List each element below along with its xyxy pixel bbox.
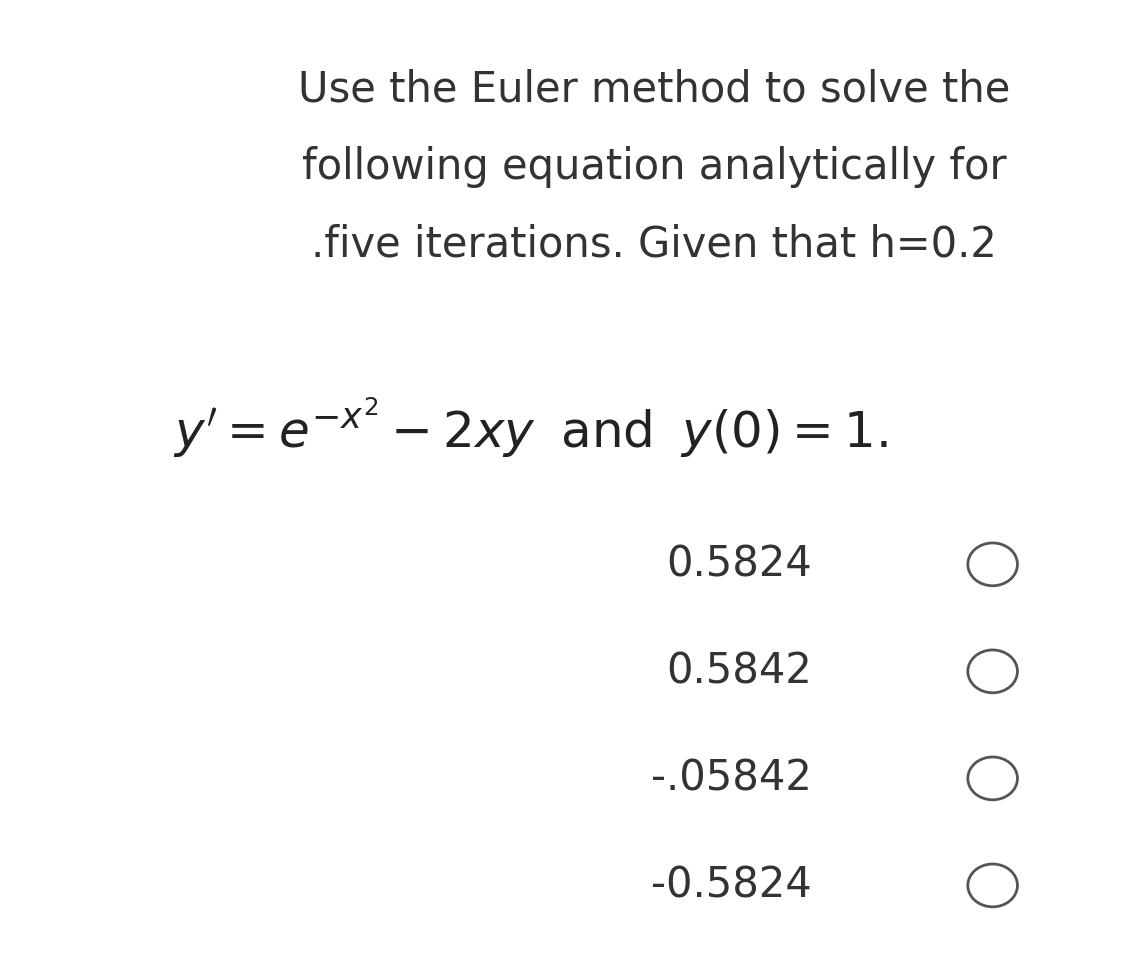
Text: 0.5824: 0.5824 <box>667 543 812 586</box>
Text: .five iterations. Given that h=0.2: .five iterations. Given that h=0.2 <box>311 224 997 266</box>
Text: 0.5842: 0.5842 <box>667 650 812 693</box>
Text: -0.5824: -0.5824 <box>651 864 812 907</box>
Text: $y' = e^{-x^2} - 2xy \;\; \mathrm{and} \;\; y(0) = 1.$: $y' = e^{-x^2} - 2xy \;\; \mathrm{and} \… <box>173 396 888 460</box>
Text: -.05842: -.05842 <box>651 757 812 800</box>
Text: following equation analytically for: following equation analytically for <box>302 146 1006 188</box>
Text: Use the Euler method to solve the: Use the Euler method to solve the <box>298 68 1011 110</box>
